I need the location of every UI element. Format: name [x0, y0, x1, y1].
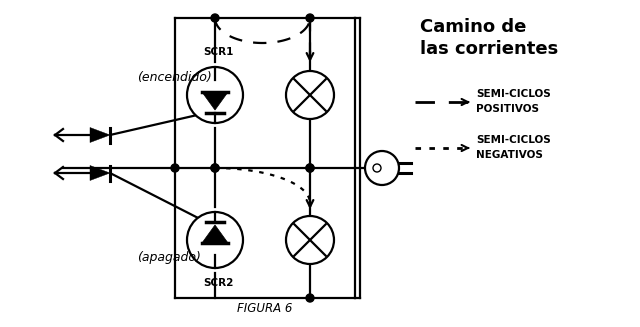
Circle shape: [306, 164, 314, 172]
Text: SCR1: SCR1: [203, 47, 233, 57]
Circle shape: [171, 164, 179, 172]
Circle shape: [306, 164, 314, 172]
Polygon shape: [90, 165, 110, 181]
Circle shape: [211, 164, 219, 172]
Circle shape: [286, 71, 334, 119]
Text: FIGURA 6: FIGURA 6: [237, 302, 292, 315]
Text: (apagado): (apagado): [137, 251, 201, 265]
Text: (encendido): (encendido): [137, 71, 212, 83]
Text: POSITIVOS: POSITIVOS: [476, 104, 539, 114]
Text: SCR2: SCR2: [203, 278, 233, 288]
Text: SEMI-CICLOS: SEMI-CICLOS: [476, 135, 551, 145]
Polygon shape: [202, 92, 228, 110]
Circle shape: [286, 216, 334, 264]
Polygon shape: [90, 128, 110, 143]
Text: Camino de: Camino de: [420, 18, 526, 36]
Circle shape: [306, 14, 314, 22]
Circle shape: [306, 294, 314, 302]
Circle shape: [211, 14, 219, 22]
Polygon shape: [202, 225, 228, 243]
Text: las corrientes: las corrientes: [420, 40, 558, 58]
Circle shape: [187, 67, 243, 123]
Text: SEMI-CICLOS: SEMI-CICLOS: [476, 89, 551, 99]
Circle shape: [373, 164, 381, 172]
Text: NEGATIVOS: NEGATIVOS: [476, 150, 543, 160]
Circle shape: [211, 164, 219, 172]
Circle shape: [187, 212, 243, 268]
Circle shape: [365, 151, 399, 185]
